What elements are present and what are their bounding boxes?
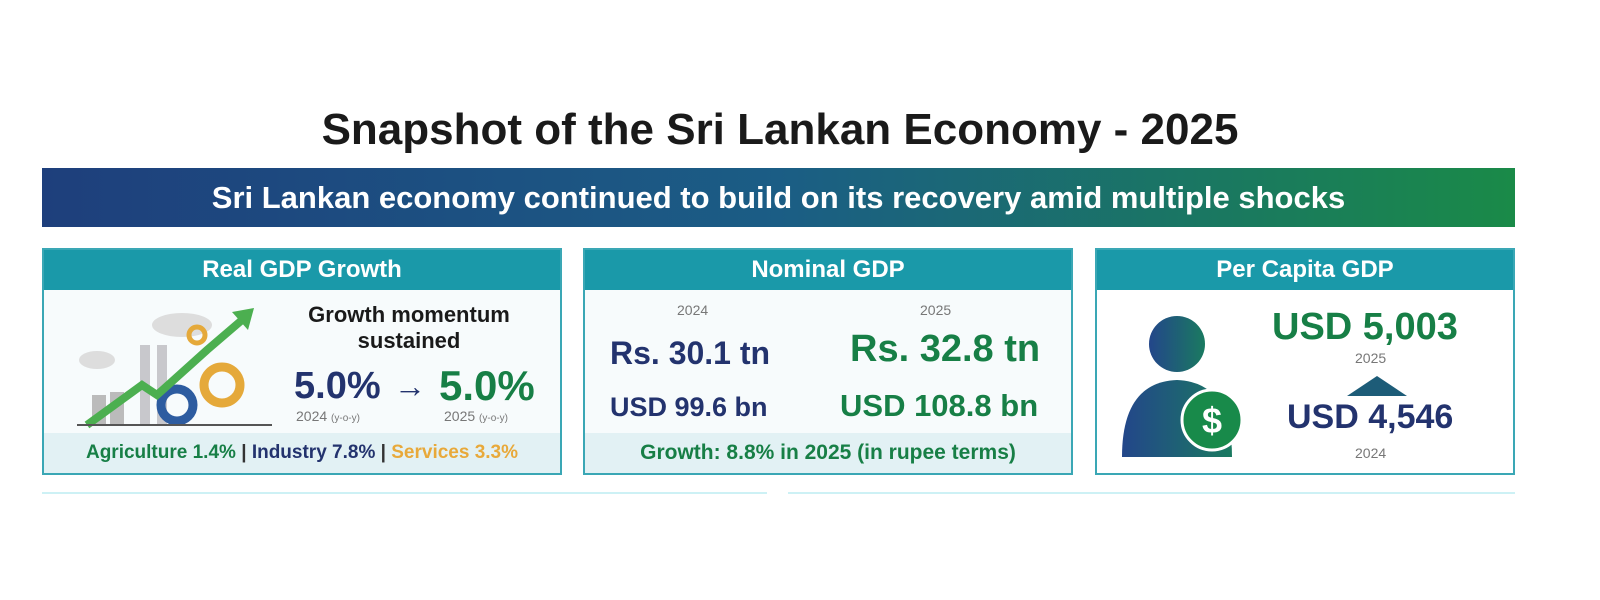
person-dollar-icon: $ — [1122, 316, 1244, 457]
real-gdp-panel: Real GDP Growth Growth momentum sustaine… — [42, 248, 562, 475]
sector-growth-strip: Agriculture 1.4% | Industry 7.8% | Servi… — [44, 433, 560, 473]
dollar-sign: $ — [1202, 400, 1222, 441]
agriculture-growth: Agriculture 1.4% — [85, 442, 236, 463]
year-2025: 2025 — [920, 302, 952, 318]
banner-subtitle: Sri Lankan economy continued to build on… — [42, 168, 1515, 227]
per-capita-gdp-panel: Per Capita GDP $ USD 5,003 2025 USD 4,54… — [1095, 248, 1515, 475]
page-title: Snapshot of the Sri Lankan Economy - 202… — [321, 105, 1239, 154]
nominal-gdp-usd-2025: USD 108.8 bn — [840, 388, 1039, 423]
label-2025: 2025 — [444, 408, 476, 424]
divider-line — [788, 492, 1515, 494]
nominal-gdp-rs-2025: Rs. 32.8 tn — [850, 328, 1041, 370]
nominal-gdp-panel: Nominal GDP 2024 2025 Rs. 30.1 tn Rs. 32… — [583, 248, 1073, 475]
nominal-gdp-rs-2024: Rs. 30.1 tn — [610, 335, 771, 371]
services-growth: Services 3.3% — [391, 442, 519, 463]
per-capita-2025-value: USD 5,003 — [1272, 306, 1458, 348]
per-capita-2024-value: USD 4,546 — [1287, 398, 1454, 436]
yoy-label: (y-o-y) — [331, 413, 360, 424]
headline-line-1: Growth momentum — [308, 302, 510, 327]
industry-growth: Industry 7.8% — [251, 442, 376, 463]
increase-triangle-icon — [1347, 376, 1407, 396]
year-2024: 2024 — [677, 302, 709, 318]
per-capita-2025-year: 2025 — [1355, 350, 1387, 366]
headline-line-2: sustained — [357, 328, 461, 353]
per-capita-panel-header: Per Capita GDP — [1097, 250, 1513, 290]
nominal-gdp-usd-2024: USD 99.6 bn — [610, 392, 768, 422]
panel-header: Real GDP Growth — [44, 250, 560, 290]
divider-line — [42, 492, 767, 494]
growth-2025-value: 5.0% — [439, 362, 535, 409]
nominal-growth-strip: Growth: 8.8% in 2025 (in rupee terms) — [585, 433, 1071, 473]
separator: | — [380, 442, 386, 463]
label-2024: 2024 — [296, 408, 328, 424]
growth-2024-value: 5.0% — [294, 365, 381, 407]
separator: | — [241, 442, 247, 463]
panel-header: Nominal GDP — [585, 250, 1071, 290]
arrow-right-icon: → — [394, 368, 426, 404]
industry-growth-illustration — [77, 308, 272, 429]
per-capita-2024-year: 2024 — [1355, 445, 1387, 461]
yoy-label: (y-o-y) — [479, 413, 508, 424]
